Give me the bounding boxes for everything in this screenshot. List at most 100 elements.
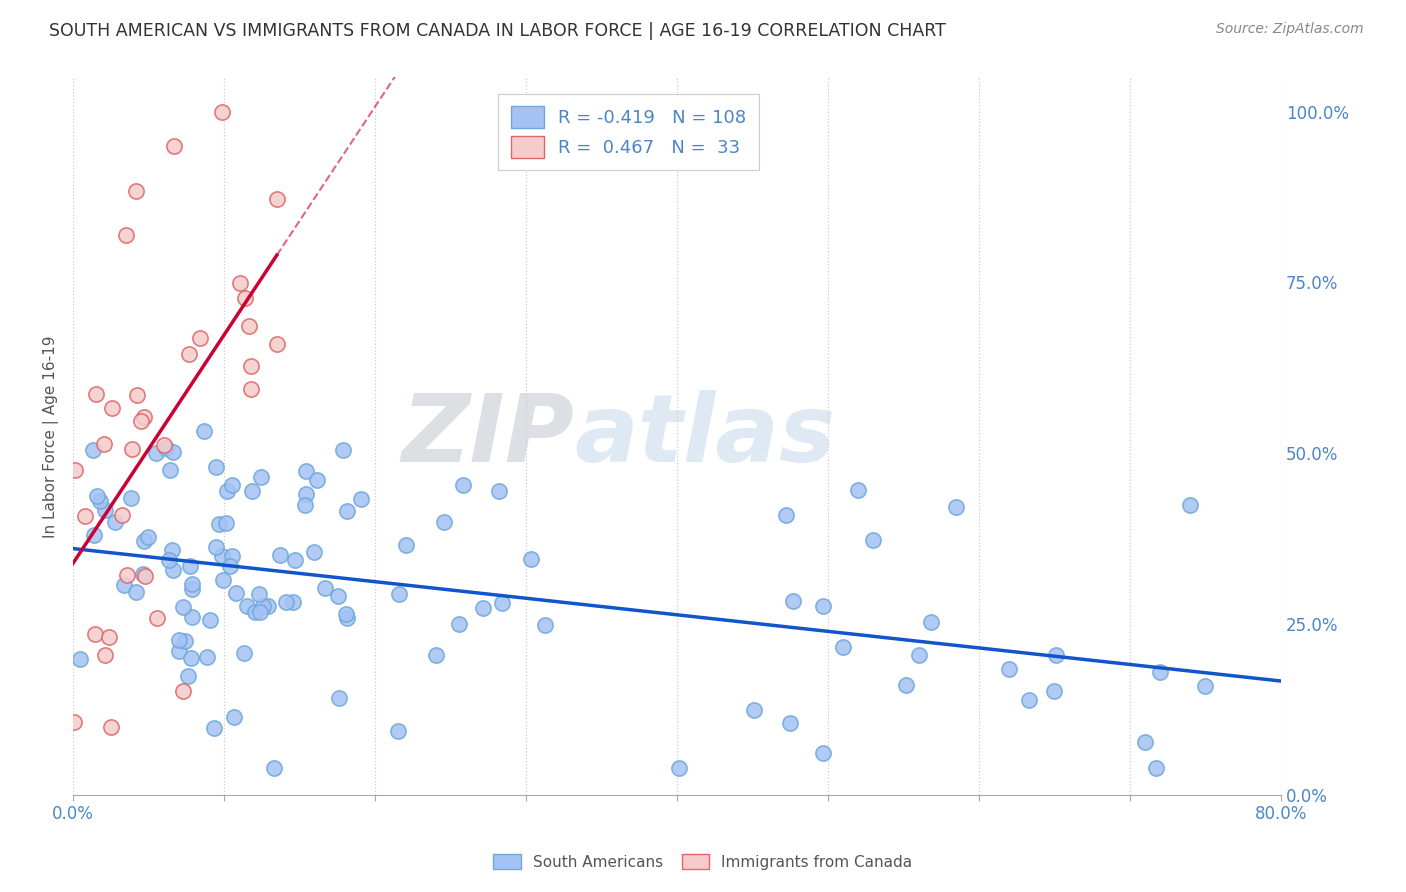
- Point: [205, 541, 228, 555]
- Point: [742, 703, 765, 717]
- Point: [294, 487, 316, 501]
- Point: [100, 720, 122, 734]
- Point: [145, 446, 167, 460]
- Point: [120, 491, 142, 506]
- Point: [197, 650, 219, 665]
- Point: [211, 104, 233, 119]
- Point: [1180, 498, 1202, 512]
- Point: [263, 761, 285, 775]
- Point: [1045, 648, 1067, 662]
- Point: [240, 382, 263, 396]
- Point: [104, 515, 127, 529]
- Point: [155, 441, 177, 455]
- Point: [100, 401, 122, 416]
- Point: [433, 515, 456, 529]
- Point: [63, 463, 86, 477]
- Point: [831, 640, 853, 654]
- Point: [172, 600, 194, 615]
- Point: [945, 500, 967, 514]
- Point: [451, 477, 474, 491]
- Legend: South Americans, Immigrants from Canada: South Americans, Immigrants from Canada: [486, 846, 920, 877]
- Point: [132, 567, 155, 582]
- Point: [811, 599, 834, 613]
- Point: [668, 761, 690, 775]
- Point: [257, 599, 280, 614]
- Point: [136, 530, 159, 544]
- Text: SOUTH AMERICAN VS IMMIGRANTS FROM CANADA IN LABOR FORCE | AGE 16-19 CORRELATION : SOUTH AMERICAN VS IMMIGRANTS FROM CANADA…: [49, 22, 946, 40]
- Point: [225, 585, 247, 599]
- Point: [326, 589, 349, 603]
- Point: [180, 582, 202, 596]
- Point: [239, 359, 262, 373]
- Point: [94, 503, 117, 517]
- Point: [336, 611, 359, 625]
- Point: [1133, 735, 1156, 749]
- Point: [202, 721, 225, 735]
- Point: [132, 533, 155, 548]
- Point: [491, 596, 513, 610]
- Point: [180, 651, 202, 665]
- Point: [146, 611, 169, 625]
- Point: [115, 567, 138, 582]
- Point: [779, 715, 801, 730]
- Point: [1149, 665, 1171, 679]
- Point: [172, 683, 194, 698]
- Point: [153, 438, 176, 452]
- Point: [295, 464, 318, 478]
- Point: [205, 459, 228, 474]
- Point: [1043, 684, 1066, 698]
- Point: [89, 494, 111, 508]
- Point: [181, 576, 204, 591]
- Point: [212, 573, 235, 587]
- Point: [247, 587, 270, 601]
- Point: [215, 483, 238, 498]
- Point: [229, 276, 252, 290]
- Point: [193, 424, 215, 438]
- Point: [127, 388, 149, 402]
- Text: ZIP: ZIP: [402, 391, 574, 483]
- Point: [163, 138, 186, 153]
- Point: [124, 184, 146, 198]
- Point: [167, 633, 190, 648]
- Point: [224, 709, 246, 723]
- Point: [998, 662, 1021, 676]
- Point: [775, 508, 797, 523]
- Point: [894, 677, 917, 691]
- Point: [129, 414, 152, 428]
- Point: [93, 648, 115, 662]
- Point: [307, 473, 329, 487]
- Point: [174, 634, 197, 648]
- Point: [233, 292, 256, 306]
- Point: [112, 578, 135, 592]
- Point: [215, 516, 238, 530]
- Point: [920, 615, 942, 629]
- Point: [198, 613, 221, 627]
- Point: [302, 545, 325, 559]
- Point: [238, 318, 260, 333]
- Point: [1194, 679, 1216, 693]
- Point: [97, 630, 120, 644]
- Point: [157, 553, 180, 567]
- Point: [471, 601, 494, 615]
- Point: [425, 648, 447, 662]
- Point: [221, 549, 243, 563]
- Point: [162, 445, 184, 459]
- Point: [75, 508, 97, 523]
- Point: [907, 648, 929, 662]
- Legend: R = -0.419   N = 108, R =  0.467   N =  33: R = -0.419 N = 108, R = 0.467 N = 33: [499, 94, 759, 170]
- Point: [449, 616, 471, 631]
- Point: [243, 605, 266, 619]
- Point: [82, 443, 104, 458]
- Point: [179, 559, 201, 574]
- Point: [249, 605, 271, 619]
- Point: [314, 582, 336, 596]
- Point: [335, 607, 357, 622]
- Point: [488, 483, 510, 498]
- Point: [284, 552, 307, 566]
- Point: [208, 517, 231, 532]
- Point: [1018, 693, 1040, 707]
- Point: [328, 690, 350, 705]
- Point: [846, 483, 869, 498]
- Point: [121, 442, 143, 457]
- Point: [332, 442, 354, 457]
